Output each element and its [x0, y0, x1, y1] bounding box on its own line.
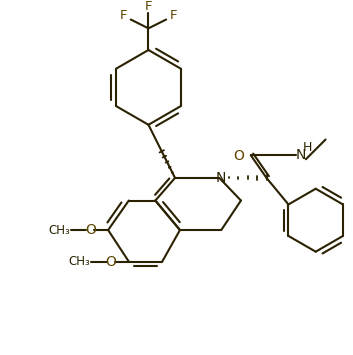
Text: N: N	[296, 148, 306, 162]
Text: F: F	[120, 9, 128, 22]
Text: O: O	[85, 223, 96, 237]
Text: O: O	[106, 255, 116, 268]
Text: H: H	[303, 141, 312, 154]
Text: N: N	[216, 171, 227, 185]
Text: F: F	[145, 0, 152, 13]
Text: O: O	[234, 149, 244, 163]
Text: CH₃: CH₃	[48, 224, 70, 236]
Text: CH₃: CH₃	[69, 255, 90, 268]
Text: F: F	[169, 9, 177, 22]
